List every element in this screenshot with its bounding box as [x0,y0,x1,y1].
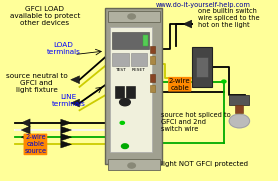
Bar [112,53,129,66]
Polygon shape [71,76,80,84]
Bar [196,57,208,77]
Circle shape [120,121,125,124]
Text: one builtin switch
wire spliced to the
hot on the light: one builtin switch wire spliced to the h… [198,8,260,28]
Polygon shape [61,141,71,148]
Polygon shape [61,126,71,134]
Bar [105,8,162,164]
Bar [108,11,160,22]
Bar [229,95,249,105]
Text: 2-wire
cable
source: 2-wire cable source [24,134,46,154]
Circle shape [120,99,130,106]
Text: LOAD
terminals: LOAD terminals [46,42,80,55]
Polygon shape [21,126,30,134]
Text: source hot spliced to
GFCI and 2nd
switch wire: source hot spliced to GFCI and 2nd switc… [161,112,231,132]
Bar [150,74,155,81]
Text: www.do-it-yourself-help.com: www.do-it-yourself-help.com [156,3,250,9]
Polygon shape [21,119,30,127]
Bar [150,56,155,64]
Circle shape [128,163,135,168]
Polygon shape [71,99,80,107]
Bar [115,86,124,98]
Bar [235,105,243,113]
Polygon shape [61,119,71,126]
Circle shape [121,144,128,149]
Bar [112,32,149,49]
Bar [126,86,135,98]
Circle shape [128,14,135,19]
Bar [150,85,155,92]
Circle shape [222,80,226,83]
Text: 2-wire
cable: 2-wire cable [169,78,190,91]
Text: RESET: RESET [132,68,146,71]
Text: GFCI LOAD
available to protect
other devices: GFCI LOAD available to protect other dev… [9,6,80,26]
Bar [131,53,147,66]
Circle shape [229,114,250,128]
Text: light NOT GFCI protected: light NOT GFCI protected [161,161,248,167]
Polygon shape [61,134,71,141]
Polygon shape [21,133,30,141]
Text: LINE
terminals: LINE terminals [52,94,86,107]
Bar [150,46,155,53]
Bar [143,35,148,47]
Polygon shape [183,20,192,28]
Text: TEST: TEST [115,68,126,71]
Bar [108,159,160,170]
Bar [110,27,152,151]
Text: source neutral to
GFCI and
light fixture: source neutral to GFCI and light fixture [6,73,68,92]
Bar [192,47,212,87]
